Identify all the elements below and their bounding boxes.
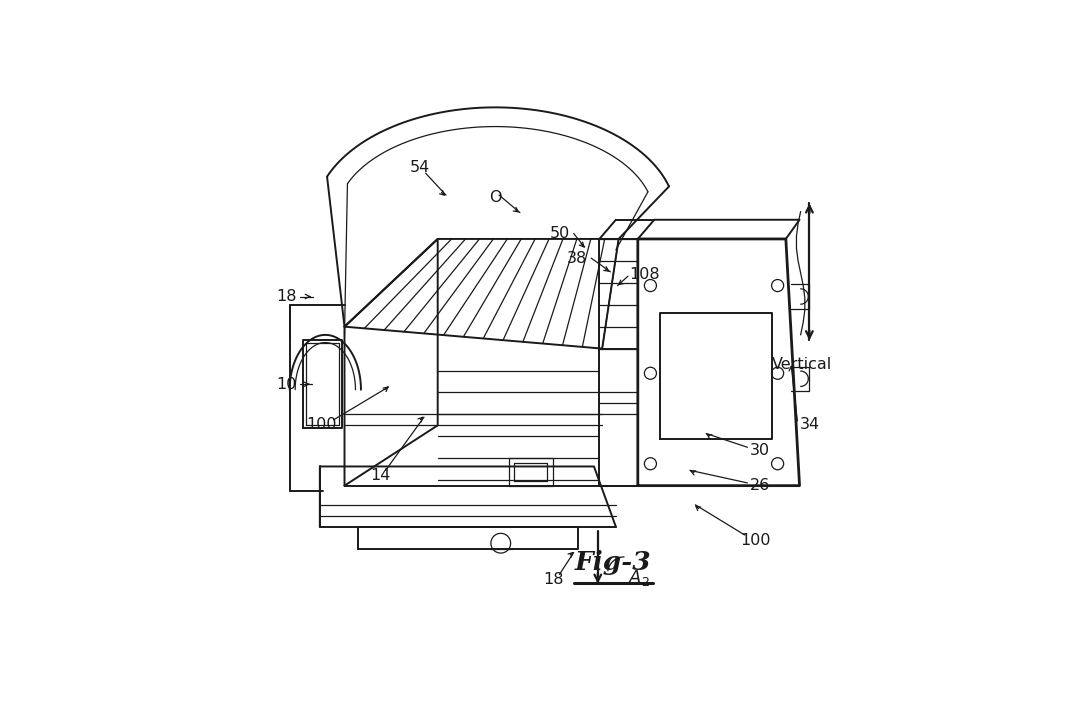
Text: 38: 38 <box>566 251 586 266</box>
Text: 108: 108 <box>630 267 660 282</box>
Text: Fig-3: Fig-3 <box>575 550 651 575</box>
Text: 54: 54 <box>410 160 430 175</box>
Text: 10: 10 <box>276 377 296 392</box>
Text: Vertical: Vertical <box>772 357 832 372</box>
Text: 26: 26 <box>750 478 770 493</box>
Text: 100: 100 <box>740 533 771 548</box>
Text: $\mathit{A}_2$: $\mathit{A}_2$ <box>628 567 650 588</box>
Text: 14: 14 <box>370 468 390 483</box>
Text: 18: 18 <box>276 289 296 304</box>
Text: 50: 50 <box>550 226 570 241</box>
Text: 100: 100 <box>307 417 336 431</box>
Text: 34: 34 <box>800 417 819 431</box>
Text: O: O <box>489 190 502 205</box>
Text: 30: 30 <box>750 443 770 458</box>
Text: 18: 18 <box>544 572 564 587</box>
